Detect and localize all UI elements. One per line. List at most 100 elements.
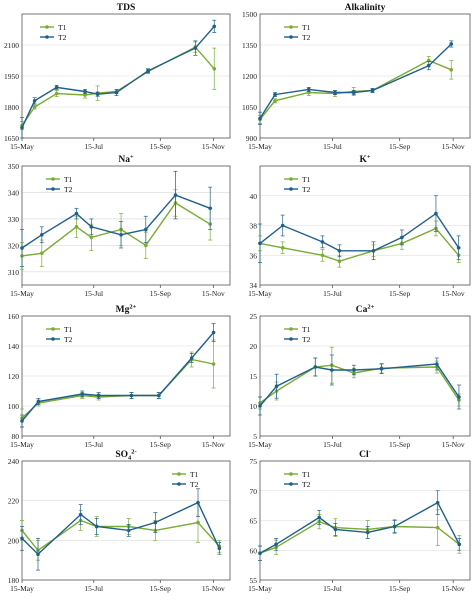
x-tick-label: 15-May [10, 440, 34, 449]
series-t1 [258, 509, 462, 561]
data-point [435, 525, 440, 530]
y-tick-label: 40 [250, 192, 258, 201]
data-point [89, 225, 94, 229]
plot-frame [21, 460, 231, 581]
legend-label: T2 [58, 33, 67, 42]
legend-marker [177, 482, 181, 486]
x-tick-label: 15-Nov [202, 584, 225, 593]
plot-frame [259, 315, 471, 437]
data-point [371, 248, 376, 253]
y-tick-label: 15 [250, 372, 258, 381]
y-tick-label: 10 [250, 402, 258, 411]
chart-panel: 5 10 15 20 25 15-May 15-Jul 15-Sep 15-Nov Ca2+ T1T… [248, 304, 471, 449]
y-tick-label: 340 [8, 188, 20, 197]
data-point [196, 500, 200, 505]
plot-frame [259, 13, 471, 139]
legend-label: T1 [64, 325, 73, 334]
y-tick-label: 2100 [4, 41, 19, 50]
chart-title-superscript: + [130, 154, 134, 161]
y-tick-label: 1200 [242, 72, 257, 81]
legend-label: T2 [190, 480, 199, 489]
data-point [435, 500, 440, 505]
data-point [320, 240, 325, 244]
x-tick-label: 15-Nov [202, 440, 225, 449]
chart-title-text: TDS [117, 3, 135, 13]
data-point [352, 368, 356, 372]
chart-title-text: Cl [359, 450, 369, 460]
data-point [126, 528, 131, 533]
data-point [54, 91, 59, 96]
data-point [274, 542, 278, 547]
data-point [83, 93, 87, 97]
y-tick-label: 180 [8, 576, 20, 585]
x-tick-label: 15-Nov [442, 584, 465, 593]
y-tick-label: 60 [250, 546, 258, 555]
series-t2 [20, 19, 217, 139]
data-point [129, 393, 134, 398]
x-tick-label: 15-May [10, 142, 34, 151]
series-line [259, 501, 460, 554]
data-point [208, 206, 212, 211]
series-t1 [20, 41, 217, 131]
data-point [449, 42, 454, 46]
data-point [370, 88, 375, 93]
chart-panel: 180 200 220 240 15-May 15-Jul 15-Sep 15-Nov SO42… [8, 449, 231, 593]
data-point [189, 356, 194, 360]
chart-title-superscript: 2+ [367, 304, 374, 311]
data-point [212, 24, 217, 29]
legend-label: T1 [302, 325, 311, 334]
y-tick-label: 900 [246, 134, 258, 143]
series-t2 [258, 354, 461, 416]
legend-label: T1 [64, 175, 73, 184]
data-point [173, 193, 178, 197]
chart-title-text: K [359, 155, 367, 165]
data-point [317, 515, 322, 520]
legend-label: T2 [64, 335, 73, 344]
series-line [21, 25, 215, 128]
series-line [21, 202, 211, 257]
legend-marker [289, 25, 293, 29]
x-tick-label: 15-Nov [202, 142, 225, 151]
data-point [379, 367, 384, 371]
series-line [259, 364, 460, 404]
x-tick-label: 15-Nov [442, 142, 465, 151]
y-tick-label: 200 [8, 536, 20, 545]
y-tick-label: 350 [8, 162, 20, 171]
data-point [273, 99, 277, 103]
x-tick-label: 15-Jul [323, 584, 342, 593]
x-tick-label: 15-Jul [323, 440, 342, 449]
x-tick-label: 15-May [10, 289, 34, 298]
legend-label: T2 [302, 33, 311, 42]
data-point [119, 232, 123, 237]
data-point [74, 225, 79, 229]
chart-title-superscript: 2+ [129, 304, 136, 311]
y-tick-label: 36 [250, 251, 258, 260]
legend-marker [289, 187, 293, 191]
chart-title: Alkalinity [345, 3, 386, 13]
series-t2 [258, 490, 462, 561]
legend-marker [51, 177, 55, 181]
chart-title-text: SO [115, 450, 128, 460]
chart-title-text: Ca [356, 305, 368, 315]
y-tick-label: 1650 [4, 134, 19, 143]
y-tick-label: 1050 [242, 103, 257, 112]
data-point [274, 384, 279, 389]
legend-marker [289, 482, 293, 486]
data-point [94, 524, 99, 529]
x-tick-label: 15-Jul [84, 440, 103, 449]
data-point [80, 392, 85, 396]
y-tick-label: 220 [8, 497, 20, 506]
series-t2 [258, 40, 454, 125]
chart-title-text: Alkalinity [345, 3, 386, 13]
series-line [259, 363, 460, 407]
plot-frame [259, 460, 471, 581]
data-point [36, 552, 40, 557]
y-tick-label: 240 [8, 457, 20, 466]
legend-label: T2 [64, 185, 73, 194]
series-t1 [258, 56, 454, 124]
y-tick-label: 160 [8, 312, 20, 321]
y-tick-label: 75 [250, 457, 258, 466]
chart-title: Na+ [118, 154, 134, 166]
